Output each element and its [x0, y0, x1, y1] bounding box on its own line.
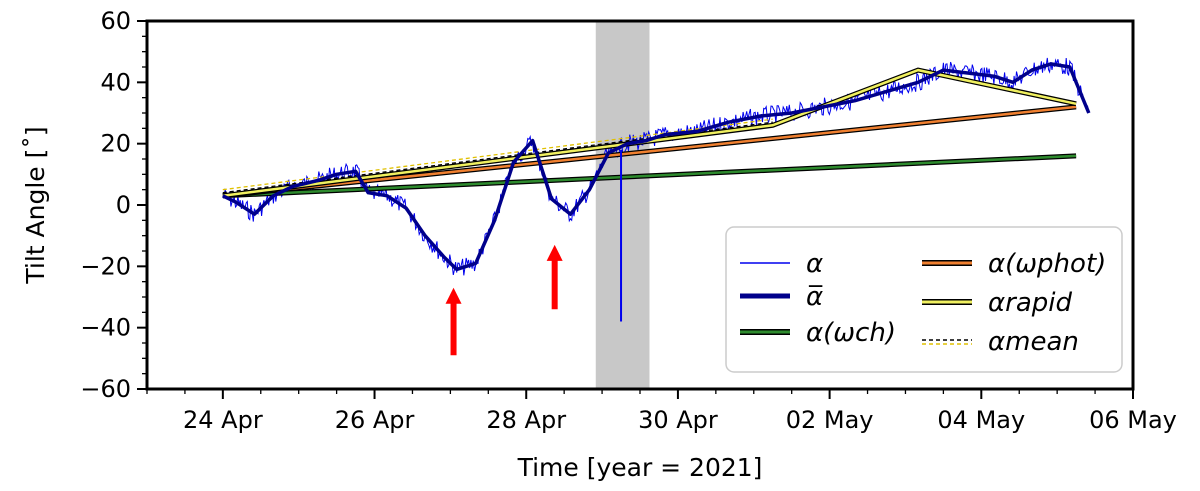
y-tick-label: 20: [100, 130, 131, 158]
x-axis-label: Time [year = 2021]: [517, 453, 763, 482]
x-tick-label: 30 Apr: [638, 406, 718, 434]
red-arrow-head: [546, 244, 563, 261]
legend: α α̅ α(ωch) α(ωphot) αrapid αmean: [725, 226, 1123, 373]
red-arrow-head: [445, 287, 462, 304]
legend-label-alpha-ch: α(ωch): [806, 318, 896, 348]
series-fit-line: [222, 68, 1077, 198]
y-tick-label: 0: [116, 191, 131, 219]
shaded-interval: [595, 21, 650, 389]
legend-label-alpha-rapid: αrapid: [988, 288, 1072, 318]
x-tick-label: 04 May: [937, 406, 1025, 434]
x-tick-label: 02 May: [786, 406, 874, 434]
y-axis-ticks: −60 −40 −20 0 20 40 60: [80, 7, 147, 403]
legend-label-alpha: α: [806, 249, 823, 279]
y-tick-label: −20: [80, 252, 131, 280]
series-fit-line: [222, 105, 1077, 198]
x-tick-label: 06 May: [1089, 406, 1177, 434]
legend-label-alpha-bar: α̅: [806, 282, 823, 312]
x-tick-label: 26 Apr: [335, 406, 415, 434]
y-tick-label: 40: [100, 68, 131, 96]
x-axis-ticks: 24 Apr 26 Apr 28 Apr 30 Apr 02 May 04 May 06 M…: [146, 389, 1177, 434]
x-tick-label: 24 Apr: [183, 406, 263, 434]
series-layer: [222, 57, 1091, 322]
series-alpha-bar-line: [222, 62, 1091, 272]
legend-label-alpha-phot: α(ωphot): [988, 249, 1106, 279]
arrow-layer: [445, 244, 563, 356]
y-tick-label: 60: [100, 7, 131, 35]
x-tick-label: 28 Apr: [486, 406, 566, 434]
y-tick-label: −60: [80, 375, 131, 403]
y-axis-label: Tilt Angle [˚]: [21, 126, 50, 284]
y-tick-label: −40: [80, 314, 131, 342]
series-mean-dash-b: [222, 118, 773, 191]
legend-label-alpha-mean: αmean: [988, 327, 1079, 357]
